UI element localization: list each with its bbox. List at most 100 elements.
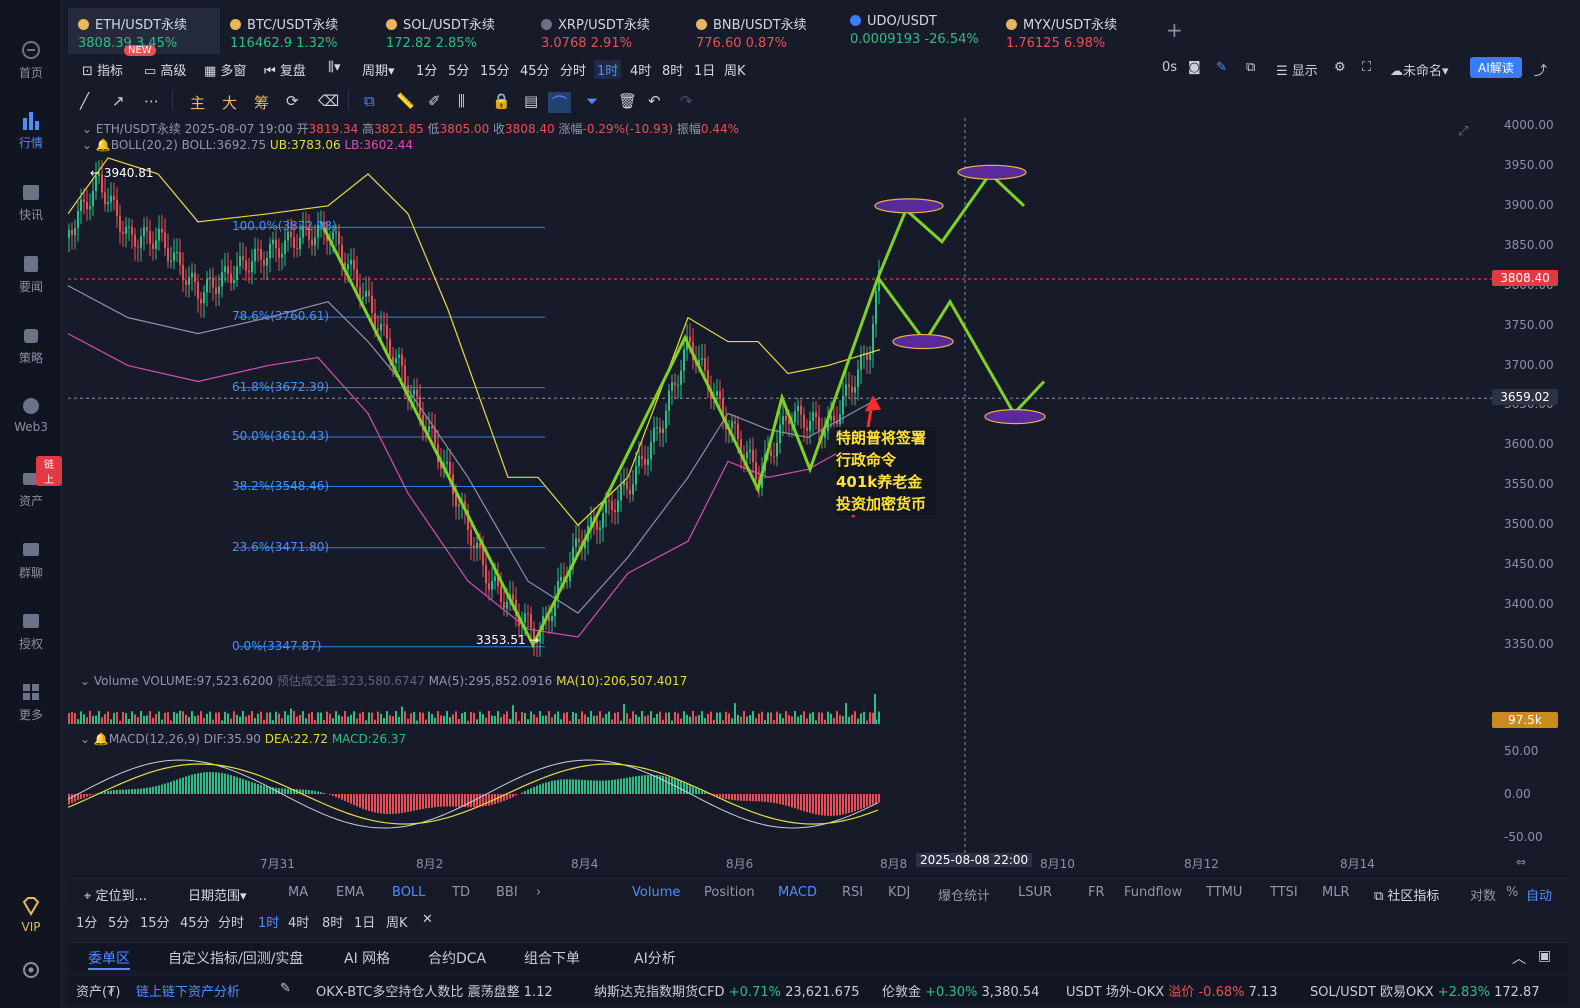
sub-indicator-item[interactable]: Position <box>704 885 755 900</box>
popout-icon[interactable]: ⧉ <box>1246 60 1256 75</box>
projection-wave-bearish[interactable] <box>876 276 1046 416</box>
date-range-dropdown[interactable]: 日期范围▾ <box>188 885 247 904</box>
interval-45m[interactable]: 45分 <box>520 64 550 79</box>
panel-tab[interactable]: 自定义指标/回测/实盘 <box>168 951 304 967</box>
collapse-icon[interactable]: ⌄ <box>80 674 94 688</box>
sub-indicator-item[interactable]: LSUR <box>1018 885 1053 900</box>
zoom-icon[interactable]: ⇔ <box>1516 855 1527 869</box>
pencil-icon[interactable]: ✎ <box>1216 60 1227 75</box>
trash-icon[interactable]: 🗑 <box>618 92 638 110</box>
chart-type-button[interactable]: ⫼▾ <box>328 60 341 75</box>
main-indicator-bbi[interactable]: BBI <box>496 885 518 900</box>
tf-option[interactable]: 8时 <box>322 916 344 931</box>
sub-indicator-item[interactable]: TTMU <box>1206 885 1243 900</box>
interval-4h[interactable]: 4时 <box>630 64 652 79</box>
sidebar-item-news[interactable]: 快讯 <box>0 182 62 223</box>
tab-sol[interactable]: SOL/USDT永续 172.82 2.85% <box>376 8 531 54</box>
tf-option[interactable]: 5分 <box>108 916 130 931</box>
close-icon[interactable]: ✕ <box>422 912 433 927</box>
layout-dropdown[interactable]: ☁未命名▾ <box>1390 60 1449 79</box>
main-indicator-boll[interactable]: BOLL <box>392 885 426 900</box>
target-zone-marker[interactable] <box>892 333 954 350</box>
ruler-icon[interactable]: 📏 <box>396 92 415 110</box>
tf-option[interactable]: 45分 <box>180 916 210 931</box>
log-toggle[interactable]: 对数 <box>1470 889 1497 904</box>
interval-15m[interactable]: 15分 <box>480 64 510 79</box>
magnet-icon[interactable]: ⌒ <box>548 92 572 113</box>
tab-udo[interactable]: UDO/USDT 0.0009193 -26.54% <box>840 8 995 54</box>
period-dropdown[interactable]: 周期▾ <box>362 60 395 79</box>
tf-option[interactable]: 1分 <box>76 916 98 931</box>
target-zone-marker[interactable] <box>957 164 1027 180</box>
tab-xrp[interactable]: XRP/USDT永续 3.0768 2.91% <box>531 8 686 54</box>
note-icon[interactable]: ▤ <box>524 92 539 110</box>
copy-icon[interactable]: ⧉ <box>364 92 375 110</box>
maximize-icon[interactable]: ▣ <box>1538 948 1552 964</box>
settings-button[interactable] <box>0 960 62 984</box>
chips-button[interactable]: 筹 <box>254 94 270 112</box>
sub-indicator-item[interactable]: Fundflow <box>1124 885 1183 900</box>
interval-1w[interactable]: 周K <box>724 64 746 79</box>
auto-toggle[interactable]: 自动 <box>1526 889 1553 904</box>
tab-bnb[interactable]: BNB/USDT永续 776.60 0.87% <box>686 8 841 54</box>
panel-tab[interactable]: 委单区 <box>88 948 130 970</box>
replay-button[interactable]: ⏮ 复盘 <box>264 60 306 79</box>
target-zone-marker[interactable] <box>984 409 1046 425</box>
tf-option[interactable]: 4时 <box>288 916 310 931</box>
multi-window-button[interactable]: ▦ 多窗 <box>204 60 246 79</box>
vip-button[interactable]: VIP <box>0 896 62 934</box>
edit-icon[interactable]: ✎ <box>280 981 291 996</box>
line-tool-icon[interactable]: ╱ <box>80 92 90 110</box>
sync-icon[interactable]: ⟳ <box>286 92 299 110</box>
sidebar-item-more[interactable]: 更多 <box>0 682 62 723</box>
large-order-button[interactable]: 大 <box>222 94 238 112</box>
tab-myx[interactable]: MYX/USDT永续 1.76125 6.98% <box>996 8 1151 54</box>
interval-1d[interactable]: 1日 <box>694 64 716 79</box>
panel-tab[interactable]: AI 网格 <box>344 951 391 967</box>
more-tools-icon[interactable]: ⋯ <box>144 92 159 110</box>
tf-option[interactable]: 周K <box>386 916 408 931</box>
sub-indicator-item[interactable]: RSI <box>842 885 864 900</box>
time-axis[interactable]: 7月31 8月2 8月4 8月6 8月8 8月10 8月12 8月14 2025-08-08 2… <box>68 852 1568 874</box>
redo-icon[interactable]: ↷ <box>680 92 693 110</box>
expand-icon[interactable]: ⤢ <box>1458 124 1469 139</box>
panel-tab[interactable]: 合约DCA <box>428 951 487 967</box>
filter-icon[interactable]: ⏷ <box>586 92 599 110</box>
eraser-icon[interactable]: ⌫ <box>318 92 340 110</box>
percent-toggle[interactable]: % <box>1506 885 1519 900</box>
tab-btc[interactable]: BTC/USDT永续 116462.9 1.32% <box>220 8 375 54</box>
locate-button[interactable]: ⌖ 定位到... <box>84 885 147 904</box>
scroll-right-icon[interactable]: › <box>536 885 542 900</box>
main-indicator-td[interactable]: TD <box>452 885 470 900</box>
ai-interpret-button[interactable]: AI解读 <box>1470 57 1522 78</box>
advanced-button[interactable]: ▭ 高级 <box>144 60 186 79</box>
ray-tool-icon[interactable]: ↗ <box>112 92 125 110</box>
sidebar-item-strategy[interactable]: 策略 <box>0 325 62 366</box>
indicator-button[interactable]: ⊡ 指标 <box>82 60 123 79</box>
ticker-item[interactable]: 纳斯达克指数期货CFD +0.71% 23,621.675 <box>594 981 860 1000</box>
sub-indicator-item[interactable]: Volume <box>632 885 681 900</box>
main-force-button[interactable]: 主 <box>190 94 206 112</box>
interval-1m[interactable]: 1分 <box>416 64 438 79</box>
tf-option[interactable]: 15分 <box>140 916 170 931</box>
sub-indicator-item[interactable]: 爆仓统计 <box>938 889 991 904</box>
add-tab-button[interactable]: + <box>1166 18 1183 42</box>
sidebar-item-chat[interactable]: 群聊 <box>0 540 62 581</box>
interval-timeline[interactable]: 分时 <box>560 64 587 79</box>
fullscreen-icon[interactable]: ⛶ <box>1362 60 1372 75</box>
panel-tab[interactable]: AI分析 <box>634 951 676 967</box>
assets-label[interactable]: 资产(₮) <box>76 985 121 1000</box>
ticker-item[interactable]: USDT 场外-OKX 溢价 -0.68% 7.13 <box>1066 981 1278 1000</box>
display-button[interactable]: ☰ 显示 <box>1276 60 1318 79</box>
panel-tab[interactable]: 组合下单 <box>524 951 580 967</box>
sidebar-item-home[interactable]: 首页 <box>0 40 62 81</box>
brush-icon[interactable]: ✐ <box>428 92 441 110</box>
lock-icon[interactable]: 🔒 <box>492 92 511 110</box>
ticker-item[interactable]: 伦敦金 +0.30% 3,380.54 <box>882 981 1039 1000</box>
sidebar-item-assets[interactable]: 链上 资产 <box>0 456 62 509</box>
settings-icon[interactable]: ⚙ <box>1334 60 1346 75</box>
tf-option[interactable]: 1时 <box>258 916 280 931</box>
ticker-item[interactable]: SOL/USDT 欧易OKX +2.83% 172.87 <box>1310 981 1540 1000</box>
columns-icon[interactable]: ⫼ <box>458 92 465 110</box>
undo-icon[interactable]: ↶ <box>648 92 661 110</box>
